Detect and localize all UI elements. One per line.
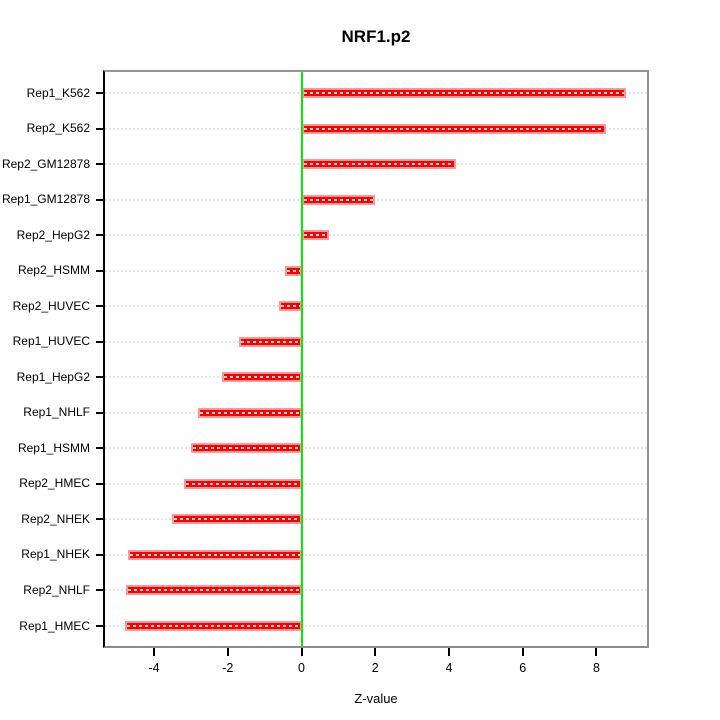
x-tick-label: 2	[371, 661, 379, 675]
y-axis-label: Rep2_HepG2	[16, 227, 90, 242]
bar-rep2_hmec	[183, 478, 302, 489]
y-tick	[96, 234, 103, 237]
bar-dash-pattern	[303, 198, 374, 201]
y-axis-label: Rep2_HUVEC	[12, 298, 90, 313]
y-tick	[96, 92, 103, 94]
bar-dash-pattern	[130, 553, 300, 556]
gridline	[105, 340, 647, 343]
y-axis-label: Rep2_HSMM	[17, 263, 90, 278]
bar-dash-pattern	[126, 625, 300, 627]
bar-dash-pattern	[303, 163, 455, 166]
y-tick	[96, 411, 103, 414]
y-axis-label: Rep1_HepG2	[16, 369, 90, 384]
y-tick	[96, 625, 103, 627]
x-tick-label: -4	[148, 661, 160, 675]
x-tick-label: 4	[445, 661, 453, 675]
gridline	[105, 411, 647, 414]
bar-rep2_k562	[301, 123, 606, 134]
x-tick	[521, 648, 524, 656]
x-tick-label: -2	[222, 661, 234, 675]
gridline	[105, 589, 647, 592]
y-axis-label: Rep1_NHLF	[23, 405, 90, 420]
y-axis: Rep1_K562 Rep2_K562 Rep2_GM12878 Rep1_GM128…	[0, 70, 103, 648]
x-tick	[595, 648, 598, 656]
bar-rep2_hepg2	[301, 230, 330, 241]
x-axis: -4 -2 0 2 4 6 8	[103, 648, 649, 682]
gridline	[105, 518, 647, 521]
y-tick	[96, 447, 103, 450]
bar-rep2_nhek	[172, 514, 302, 525]
bar-rep1_k562	[301, 88, 626, 98]
y-tick	[96, 163, 103, 166]
chart-title: NRF1.p2	[341, 27, 411, 46]
bar-rep1_huvec	[238, 336, 302, 347]
y-axis-label: Rep1_NHEK	[21, 547, 90, 562]
x-tick	[300, 648, 303, 656]
x-tick-label: 0	[298, 661, 305, 675]
x-tick-label: 8	[593, 661, 600, 675]
y-tick	[96, 589, 103, 592]
gridline	[105, 198, 647, 201]
zero-line	[300, 72, 303, 646]
gridline	[105, 447, 647, 450]
x-tick	[448, 648, 450, 656]
y-axis-label: Rep2_HMEC	[19, 476, 90, 491]
y-tick	[96, 198, 103, 201]
y-axis-label: Rep2_K562	[26, 121, 90, 136]
y-tick	[96, 305, 103, 308]
gridline	[105, 234, 647, 237]
bar-rep2_nhlf	[126, 585, 302, 596]
x-tick-label: 6	[519, 661, 527, 675]
bar-rep1_hsmm	[190, 443, 302, 454]
bar-rep1_nhlf	[198, 407, 302, 418]
y-axis-label: Rep2_NHLF	[23, 582, 90, 597]
gridline	[105, 482, 647, 485]
y-axis-label: Rep1_GM12878	[1, 192, 90, 207]
gridline	[105, 553, 647, 556]
y-tick	[96, 553, 103, 556]
x-axis-title: Z-value	[354, 691, 398, 706]
y-axis-label: Rep1_HSMM	[17, 440, 90, 455]
gridline	[105, 376, 647, 379]
bar-dash-pattern	[303, 234, 328, 237]
bar-dash-pattern	[281, 305, 300, 308]
y-axis-label: Rep1_K562	[26, 85, 90, 100]
y-axis-label: Rep2_NHEK	[21, 511, 90, 526]
bar-rep2_huvec	[279, 301, 302, 312]
bar-dash-pattern	[286, 269, 300, 272]
bar-dash-pattern	[240, 340, 300, 343]
y-tick	[96, 127, 103, 130]
bar-dash-pattern	[174, 518, 300, 521]
gridline	[105, 625, 647, 627]
x-tick	[153, 648, 156, 656]
bar-dash-pattern	[303, 92, 624, 94]
bar-rep1_hepg2	[222, 372, 302, 383]
bar-dash-pattern	[224, 376, 300, 379]
y-axis-label: Rep1_HMEC	[19, 618, 90, 633]
bar-dash-pattern	[192, 447, 300, 450]
bar-dash-pattern	[200, 411, 300, 414]
bar-rep1_nhek	[128, 549, 302, 560]
gridline	[105, 269, 647, 272]
x-tick	[374, 648, 377, 656]
y-axis-label: Rep1_HUVEC	[12, 334, 90, 349]
bar-dash-pattern	[303, 127, 604, 130]
gridline	[105, 305, 647, 308]
y-axis-label: Rep2_GM12878	[1, 156, 90, 171]
bar-rep1_hmec	[124, 621, 302, 631]
bar-dash-pattern	[128, 589, 300, 592]
y-tick	[96, 376, 103, 379]
bar-rep1_gm12878	[301, 194, 376, 205]
x-tick	[226, 648, 229, 656]
y-tick	[96, 482, 103, 485]
bar-rep2_hsmm	[284, 265, 302, 276]
plot-area	[103, 70, 649, 648]
y-tick	[96, 340, 103, 343]
y-tick	[96, 518, 103, 521]
bar-dash-pattern	[185, 482, 300, 485]
y-tick	[96, 269, 103, 272]
bar-rep2_gm12878	[301, 159, 457, 170]
